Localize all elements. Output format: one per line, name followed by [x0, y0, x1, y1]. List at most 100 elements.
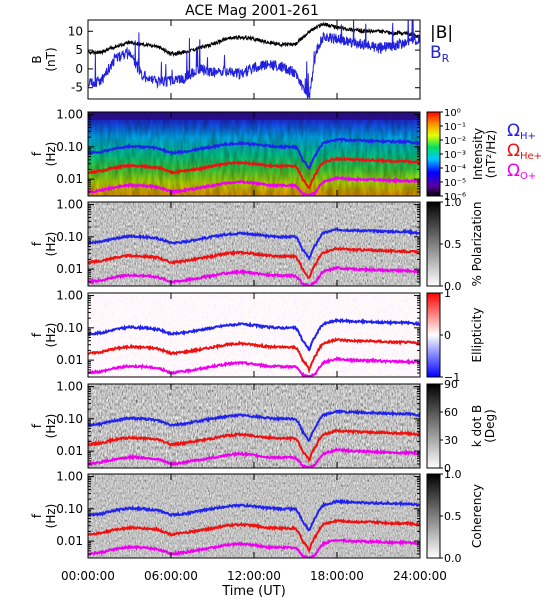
line-y-tick-label: 10 [68, 24, 83, 38]
freq-y-tick-label: 0.01 [56, 262, 83, 276]
gyro-legend: ΩH+ ΩHe+ ΩO+ [507, 121, 542, 182]
x-axis: 00:00:00 06:00:00 12:00:00 18:00:00 24:00:00… [61, 569, 447, 599]
line-panel: 10 5 0 -5 B (nT) [30, 19, 421, 100]
colorbar-tick-label: 0.0 [444, 552, 462, 565]
gyro-line-o-plus [88, 538, 420, 558]
colorbar-tick-label: 0 [444, 462, 451, 475]
gyro-legend-o-plus: ΩO+ [507, 161, 536, 182]
freq-y-tick-label: 1.00 [56, 470, 83, 484]
freq-y-label: f [30, 241, 44, 246]
freq-y-unit: (Hz) [44, 414, 58, 439]
colorbar-tick-label: 1 [444, 287, 451, 300]
legend-b-magnitude: |B| [430, 23, 453, 43]
colorbar-tick-label: 30 [444, 434, 458, 447]
freq-y-unit: (Hz) [44, 142, 58, 167]
colorbar-label-polarization: % Polarization [470, 202, 484, 287]
panel-coherency: 1.00 0.10 0.01 f (Hz) 1.0 0.5 0.0 Coherency [30, 468, 484, 565]
colorbar-tick-label: −1 [444, 371, 460, 384]
gyro-line-h-plus [88, 498, 420, 532]
freq-y-tick-label: 0.10 [56, 502, 83, 516]
colorbar-tick-label: 0 [444, 329, 451, 342]
colorbar-tick-label: 10⁻³ [444, 150, 466, 161]
spectrogram-image-polarization [88, 202, 420, 286]
line-y-tick-label: 0 [75, 62, 83, 76]
freq-y-tick-label: 0.10 [56, 321, 83, 335]
colorbar-label-coherency: Coherency [470, 484, 484, 548]
colorbar-tick-label: 90 [444, 378, 458, 391]
freq-y-tick-label: 1.00 [56, 289, 83, 303]
freq-y-label: f [30, 423, 44, 428]
freq-y-tick-label: 0.10 [56, 140, 83, 154]
gyro-line-h-plus [88, 408, 420, 443]
line-y-unit: (nT) [44, 47, 58, 71]
colorbar-intensity [426, 111, 441, 197]
freq-y-tick-label: 0.10 [56, 412, 83, 426]
line-y-tick-label: -5 [71, 81, 83, 95]
colorbar-label-ellipticity: Ellipticity [470, 308, 484, 363]
x-tick-label: 00:00:00 [61, 569, 115, 583]
colorbar-polarization [426, 201, 441, 287]
colorbar-label-kdotb: k dot B [470, 405, 484, 447]
colorbar-coherency [426, 473, 441, 559]
freq-y-tick-label: 0.01 [56, 534, 83, 548]
panel-polarization: 1.00 0.10 0.01 f (Hz) 1.0 0.5 0.0 % Polarization [30, 196, 484, 293]
gyro-legend-he-plus: ΩHe+ [507, 141, 542, 162]
line-y-label: B [30, 55, 44, 63]
colorbar-tick-label: 0.5 [444, 510, 462, 523]
freq-y-tick-label: 0.01 [56, 172, 83, 186]
freq-y-tick-label: 1.00 [56, 380, 83, 394]
line-y-tick-label: 5 [75, 43, 83, 57]
freq-y-tick-label: 1.00 [56, 198, 83, 212]
gyro-line-o-plus [88, 265, 420, 286]
freq-y-unit: (Hz) [44, 323, 58, 348]
legend-b-radial: BR [430, 43, 450, 65]
panel-ellipticity: 1.00 0.10 0.01 f (Hz) 1 0 −1 Ellipticity [30, 287, 484, 384]
x-tick-label: 06:00:00 [144, 569, 198, 583]
colorbar-tick-label: 10⁻⁴ [444, 164, 466, 175]
gyro-line-o-plus [88, 175, 420, 196]
gyro-line-he-plus [88, 246, 420, 279]
colorbar-tick-label: 10⁰ [444, 108, 461, 119]
gyro-line-h-plus [88, 226, 420, 262]
freq-y-tick-label: 0.10 [56, 230, 83, 244]
x-tick-label: 18:00:00 [310, 569, 364, 583]
line-legend: |B| BR [430, 23, 453, 65]
panel-intensity: 1.00 0.10 0.01 f (Hz) 10⁰ 10⁻¹ 10⁻² 10⁻³ 10⁻⁴ 10⁻⁵… [30, 108, 498, 203]
gyro-line-he-plus [88, 155, 420, 190]
colorbar-tick-label: 10⁻¹ [444, 122, 466, 133]
freq-y-unit: (Hz) [44, 504, 58, 529]
colorbar-unit-intensity: (nT²/Hz) [484, 130, 498, 178]
gyro-line-h-plus [88, 318, 420, 352]
freq-y-label: f [30, 151, 44, 156]
gyro-line-he-plus [88, 518, 420, 554]
x-axis-label: Time (UT) [221, 584, 286, 599]
freq-y-tick-label: 0.01 [56, 353, 83, 367]
colorbar-kdotb [426, 383, 441, 469]
gyro-line-he-plus [88, 427, 420, 463]
freq-y-unit: (Hz) [44, 232, 58, 257]
x-tick-label: 24:00:00 [393, 569, 447, 583]
colorbar-tick-label: 0.5 [444, 238, 462, 251]
x-tick-label: 12:00:00 [227, 569, 281, 583]
colorbar-tick-label: 1.0 [444, 468, 462, 481]
spectrogram-panels: 1.000.100.01f (Hz)10⁰10⁻¹10⁻²10⁻³10⁻⁴10⁻⁵… [30, 108, 498, 565]
colorbar-unit-kdotb: (Deg) [483, 409, 497, 443]
colorbar-tick-label: 0.0 [444, 280, 462, 293]
gyro-legend-h-plus: ΩH+ [507, 121, 536, 142]
panel-kdotb: 1.00 0.10 0.01 f (Hz) 90 60 30 0 k dot B (Deg) [30, 378, 497, 475]
colorbar-ellipticity [426, 292, 441, 378]
line-series-b-magnitude [88, 21, 420, 58]
freq-y-label: f [30, 332, 44, 337]
colorbar-tick-label: 60 [444, 406, 458, 419]
gyro-line-o-plus [88, 446, 420, 468]
gyro-line-h-plus [88, 137, 420, 171]
freq-y-tick-label: 0.01 [56, 444, 83, 458]
gyro-line-he-plus [88, 337, 420, 374]
colorbar-tick-label: 10⁻⁶ [444, 192, 466, 203]
freq-y-tick-label: 1.00 [56, 108, 83, 122]
spectrogram-image-ellipticity [88, 293, 420, 377]
line-series-b-radial [88, 20, 420, 99]
colorbar-label-intensity: Intensity [471, 128, 485, 180]
gyro-line-o-plus [88, 355, 420, 377]
